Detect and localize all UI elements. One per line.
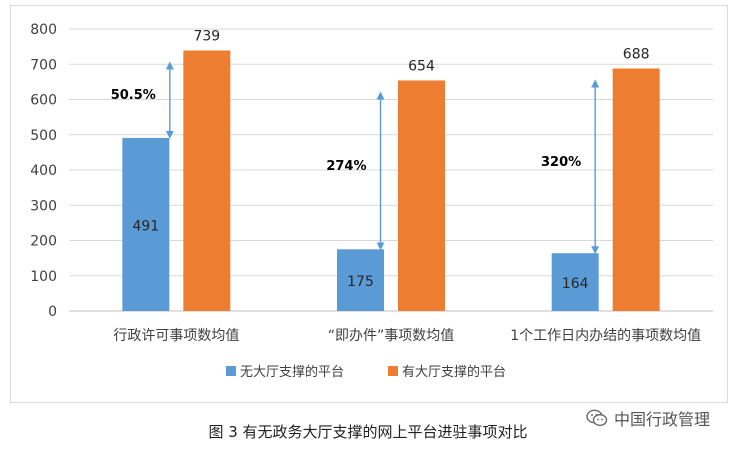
bar-有大厅支撑的平台	[612, 68, 660, 311]
chart-frame: 0 100 200 300 400 500 600 700 800 491 739 50.5% 行政许可…	[10, 5, 728, 403]
percent-annotation: 320%	[541, 155, 581, 170]
watermark-text: 中国行政管理	[613, 410, 710, 429]
figure-caption: 图 3 有无政务大厅支撑的网上平台进驻事项对比	[208, 423, 528, 441]
wechat-icon	[586, 409, 608, 427]
legend-label: 有大厅支撑的平台	[402, 364, 506, 380]
y-tick-label: 0	[48, 304, 57, 320]
legend-swatch	[226, 366, 236, 376]
y-tick-label: 500	[30, 128, 57, 144]
watermark: 中国行政管理	[586, 406, 710, 430]
x-tick-label: “即办件”事项数均值	[328, 328, 455, 344]
y-tick-label: 300	[30, 198, 57, 214]
data-label: 164	[562, 276, 589, 292]
bar-无大厅支撑的平台	[337, 249, 384, 311]
bar-有大厅支撑的平台	[398, 80, 445, 311]
x-tick-label: 1个工作日内办结的事项数均值	[510, 328, 701, 344]
bar-有大厅支撑的平台	[183, 50, 231, 311]
bar-无大厅支撑的平台	[122, 137, 170, 311]
x-tick-label: 行政许可事项数均值	[113, 328, 239, 344]
percent-annotation: 274%	[326, 159, 366, 174]
data-label: 739	[193, 29, 220, 45]
y-tick-label: 800	[30, 22, 57, 38]
data-label: 654	[408, 58, 435, 74]
bar-chart: 0 100 200 300 400 500 600 700 800 491 739 50.5% 行政许可…	[30, 22, 713, 380]
legend-label: 无大厅支撑的平台	[240, 364, 344, 380]
bar-无大厅支撑的平台	[551, 253, 599, 311]
percent-annotation: 50.5%	[111, 88, 156, 103]
y-tick-label: 600	[30, 93, 57, 109]
data-label: 491	[132, 218, 159, 234]
data-label: 688	[623, 46, 650, 62]
y-tick-label: 700	[30, 57, 57, 73]
y-tick-label: 400	[30, 163, 57, 179]
y-tick-label: 200	[30, 234, 57, 250]
data-label: 175	[347, 274, 374, 290]
y-tick-label: 100	[30, 269, 57, 285]
legend-swatch	[388, 366, 398, 376]
